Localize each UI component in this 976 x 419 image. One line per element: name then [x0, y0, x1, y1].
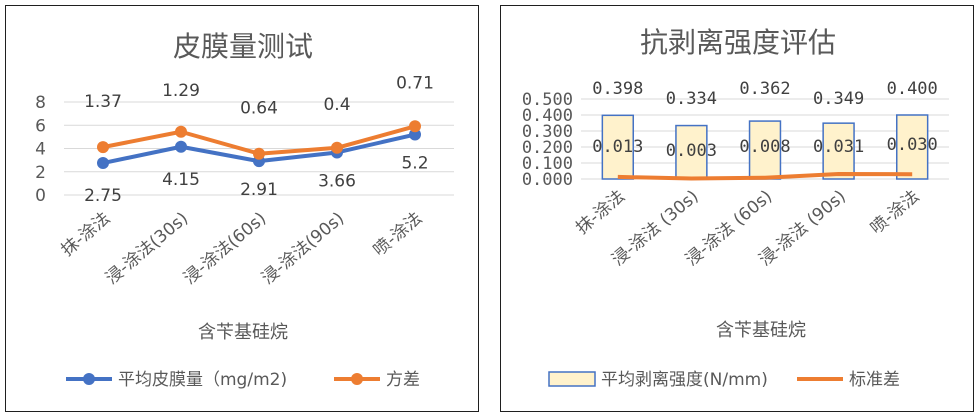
- data-label: 0.349: [813, 89, 864, 109]
- data-label: 0.013: [592, 137, 643, 157]
- y-tick-label: 0.000: [522, 170, 573, 190]
- data-point: [175, 140, 187, 153]
- bar: [822, 122, 855, 180]
- legend-label: 平均剥离强度(N/mm): [601, 370, 768, 390]
- legend-label: 方差: [386, 370, 420, 390]
- x-axis-title: 含苄基硅烷: [716, 320, 806, 341]
- data-label: 0.008: [739, 137, 790, 157]
- data-label: 0.334: [666, 89, 717, 109]
- data-label: 0.003: [666, 141, 717, 161]
- legend-label: 平均皮膜量（mg/m2): [118, 370, 287, 390]
- y-tick-label: 0.300: [522, 122, 573, 142]
- legend-label: 标准差: [849, 370, 900, 390]
- y-tick-label: 0: [35, 186, 46, 206]
- y-tick-label: 0.100: [522, 154, 573, 174]
- data-label: 0.71: [396, 73, 434, 93]
- data-label: 0.4: [323, 95, 350, 115]
- data-point: [175, 125, 187, 138]
- data-label: 3.66: [318, 171, 356, 191]
- y-tick-label: 2: [35, 163, 46, 183]
- x-axis-title: 含苄基硅烷: [198, 322, 288, 343]
- chart-title: 抗剥离强度评估: [640, 26, 836, 59]
- data-label: 0.030: [887, 135, 938, 155]
- chart-title: 皮膜量测试: [173, 30, 313, 63]
- y-tick-label: 0.400: [522, 106, 573, 126]
- y-tick-label: 0.500: [522, 90, 573, 110]
- x-category-label: 喷-涂法: [370, 209, 427, 261]
- data-label: 0.398: [592, 79, 643, 99]
- data-label: 5.2: [401, 154, 428, 174]
- data-point: [331, 141, 343, 154]
- bar: [895, 114, 929, 180]
- bar: [601, 114, 635, 180]
- peel-strength-combo-chart: 抗剥离强度评估0.0000.1000.2000.3000.4000.5000.3…: [522, 26, 949, 390]
- bar: [675, 124, 708, 180]
- data-point: [253, 147, 265, 160]
- data-point: [97, 141, 109, 154]
- legend-marker: [351, 373, 363, 385]
- data-label: 4.15: [162, 170, 200, 190]
- data-label: 2.91: [240, 180, 278, 200]
- data-label: 1.29: [162, 81, 200, 101]
- legend-bar-swatch: [548, 371, 596, 387]
- data-point: [97, 157, 109, 170]
- legend-marker: [83, 373, 95, 385]
- chart-panel-peel-strength: 抗剥离强度评估 0.000 0.100 0.200 0.300 0.400 0.500 0.3…: [500, 5, 974, 412]
- x-category-label: 浸-涂法(90s): [258, 209, 348, 289]
- data-label: 2.75: [84, 186, 122, 206]
- series-line: [617, 172, 913, 181]
- data-label: 1.37: [84, 92, 122, 112]
- x-category-label: 浸-涂法(30s): [102, 209, 192, 289]
- data-label: 0.362: [739, 79, 790, 99]
- data-point: [409, 128, 421, 141]
- x-category-label: 浸-涂法(60s): [180, 209, 270, 289]
- data-label: 0.031: [813, 137, 864, 157]
- data-label: 0.400: [887, 79, 938, 99]
- y-tick-label: 8: [35, 93, 46, 113]
- x-category-label: 抹-涂法: [572, 187, 629, 239]
- chart-panel-coating-weight: 皮膜量测试 0 2 4 6 8 抹-涂法 浸-涂法(30s) 浸-涂法(60s) 浸-涂法(90s…: [5, 5, 479, 412]
- data-label: 0.64: [240, 99, 278, 119]
- x-category-label: 喷-涂法: [867, 187, 924, 239]
- bar: [748, 120, 782, 180]
- y-tick-label: 4: [35, 140, 46, 160]
- y-tick-label: 6: [35, 116, 46, 136]
- y-tick-label: 0.200: [522, 138, 573, 158]
- x-category-label: 抹-涂法: [58, 209, 115, 261]
- coating-weight-line-chart: 皮膜量测试 0 2 4 6 8 抹-涂法浸-涂法(30s)浸-涂法(60s)浸-涂法(90s…: [35, 30, 454, 390]
- data-point: [409, 120, 421, 133]
